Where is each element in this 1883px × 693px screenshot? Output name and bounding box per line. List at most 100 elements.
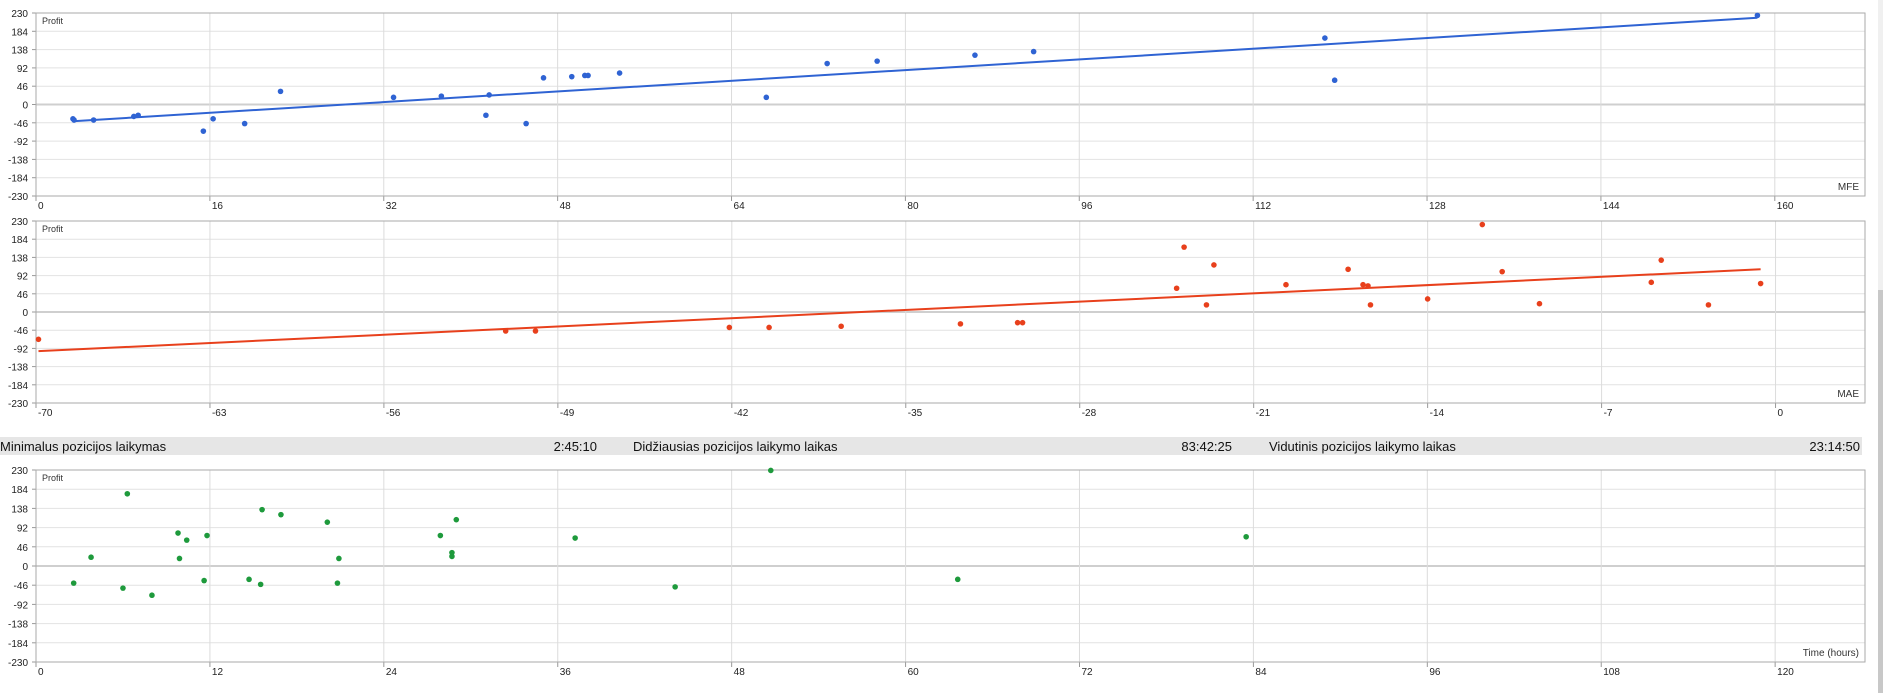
vertical-scrollbar[interactable] xyxy=(1878,0,1883,693)
data-point xyxy=(502,328,509,334)
x-tick-label: -14 xyxy=(1430,408,1445,419)
data-point xyxy=(70,580,77,586)
data-point xyxy=(532,328,539,334)
y-axis-title: Profit xyxy=(42,473,64,483)
data-point xyxy=(568,73,575,80)
scrollbar-thumb[interactable] xyxy=(1878,290,1883,693)
data-point xyxy=(246,576,252,583)
data-point xyxy=(1019,319,1026,326)
data-point xyxy=(1536,300,1543,307)
x-tick-label: 112 xyxy=(1255,201,1271,212)
data-point xyxy=(135,112,141,119)
x-tick-label: 120 xyxy=(1777,667,1794,678)
data-point xyxy=(1705,302,1712,308)
data-point xyxy=(1322,35,1328,41)
data-point xyxy=(1203,302,1210,308)
data-point xyxy=(241,120,248,127)
y-tick-label: 0 xyxy=(22,308,28,319)
x-axis-title: MAE xyxy=(1837,389,1859,400)
y-tick-label: 138 xyxy=(11,253,28,264)
max-holding-value: 83:42:25 xyxy=(1181,439,1232,454)
data-point xyxy=(1648,279,1655,286)
x-tick-label: -21 xyxy=(1256,408,1271,419)
y-tick-label: 138 xyxy=(11,504,28,515)
data-point xyxy=(1181,244,1187,250)
chart-1: 230 184 138 92 46 0 -46 -92 -138 -184 -230 0 16 32 48 6… xyxy=(8,9,1866,212)
y-tick-label: 46 xyxy=(17,543,29,554)
data-point xyxy=(88,554,94,561)
y-tick-label: -92 xyxy=(14,137,29,148)
avg-holding-value: 23:14:50 xyxy=(1809,439,1860,454)
data-point xyxy=(277,88,284,95)
data-point xyxy=(278,511,284,518)
data-point xyxy=(972,52,978,58)
data-point xyxy=(176,555,183,562)
trend-line xyxy=(38,268,1761,353)
data-point xyxy=(131,113,137,120)
data-point xyxy=(204,532,210,539)
x-tick-label: 16 xyxy=(212,201,224,212)
data-point xyxy=(763,94,770,101)
x-tick-label: 36 xyxy=(560,667,572,678)
x-tick-label: 0 xyxy=(38,667,44,678)
data-point xyxy=(124,490,131,497)
x-tick-label: -56 xyxy=(386,408,401,419)
chart-3: 230 184 138 92 46 0 -46 -92 -138 -184 -230 0 12 24 36 4… xyxy=(8,466,1866,678)
x-tick-label: -70 xyxy=(38,408,53,419)
data-point xyxy=(1331,77,1338,84)
y-tick-label: -46 xyxy=(14,581,29,592)
data-point xyxy=(767,467,774,474)
data-point xyxy=(954,576,961,583)
y-tick-label: 0 xyxy=(22,101,28,112)
data-point xyxy=(1283,281,1289,288)
y-tick-label: -46 xyxy=(14,119,29,130)
y-tick-label: -92 xyxy=(14,600,29,611)
data-point xyxy=(1014,319,1021,326)
y-tick-label: 184 xyxy=(11,235,28,246)
data-point xyxy=(1360,281,1366,288)
x-tick-label: -28 xyxy=(1082,408,1097,419)
data-point xyxy=(1345,266,1351,273)
plot-border xyxy=(35,220,1866,404)
y-tick-label: -230 xyxy=(8,658,28,669)
data-point xyxy=(201,577,207,584)
x-axis-title: Time (hours) xyxy=(1803,648,1859,659)
y-tick-label: 46 xyxy=(17,82,29,93)
data-point xyxy=(90,117,97,123)
y-tick-label: -138 xyxy=(8,620,28,631)
x-tick-label: 96 xyxy=(1429,667,1441,678)
data-point xyxy=(486,92,492,98)
data-point xyxy=(437,532,444,539)
y-tick-label: -92 xyxy=(14,344,29,355)
x-tick-label: 0 xyxy=(1778,408,1784,419)
data-point xyxy=(390,94,397,101)
x-tick-label: 128 xyxy=(1429,201,1446,212)
data-point xyxy=(259,506,265,513)
x-tick-label: 32 xyxy=(386,201,398,212)
data-point xyxy=(766,324,772,331)
y-tick-label: 92 xyxy=(17,524,29,535)
data-point xyxy=(1499,268,1505,275)
data-point xyxy=(957,321,964,327)
y-axis-title: Profit xyxy=(42,16,64,26)
x-tick-label: 12 xyxy=(212,667,224,678)
y-tick-label: -184 xyxy=(8,639,28,650)
x-tick-label: 0 xyxy=(38,201,44,212)
x-tick-label: -35 xyxy=(908,408,923,419)
data-point xyxy=(438,93,445,99)
data-point xyxy=(175,530,181,536)
y-tick-label: 92 xyxy=(17,272,29,283)
x-tick-label: -7 xyxy=(1604,408,1613,419)
data-point xyxy=(523,120,529,127)
data-point xyxy=(200,128,207,134)
max-holding-label: Didžiausias pozicijos laikymo laikas xyxy=(633,439,838,454)
data-point xyxy=(824,60,830,67)
y-tick-label: -184 xyxy=(8,174,28,185)
data-point xyxy=(453,516,460,523)
data-point xyxy=(572,535,578,541)
x-tick-label: 24 xyxy=(386,667,398,678)
data-point xyxy=(1658,257,1665,263)
y-axis-title: Profit xyxy=(42,224,64,234)
x-tick-label: 108 xyxy=(1603,667,1620,678)
